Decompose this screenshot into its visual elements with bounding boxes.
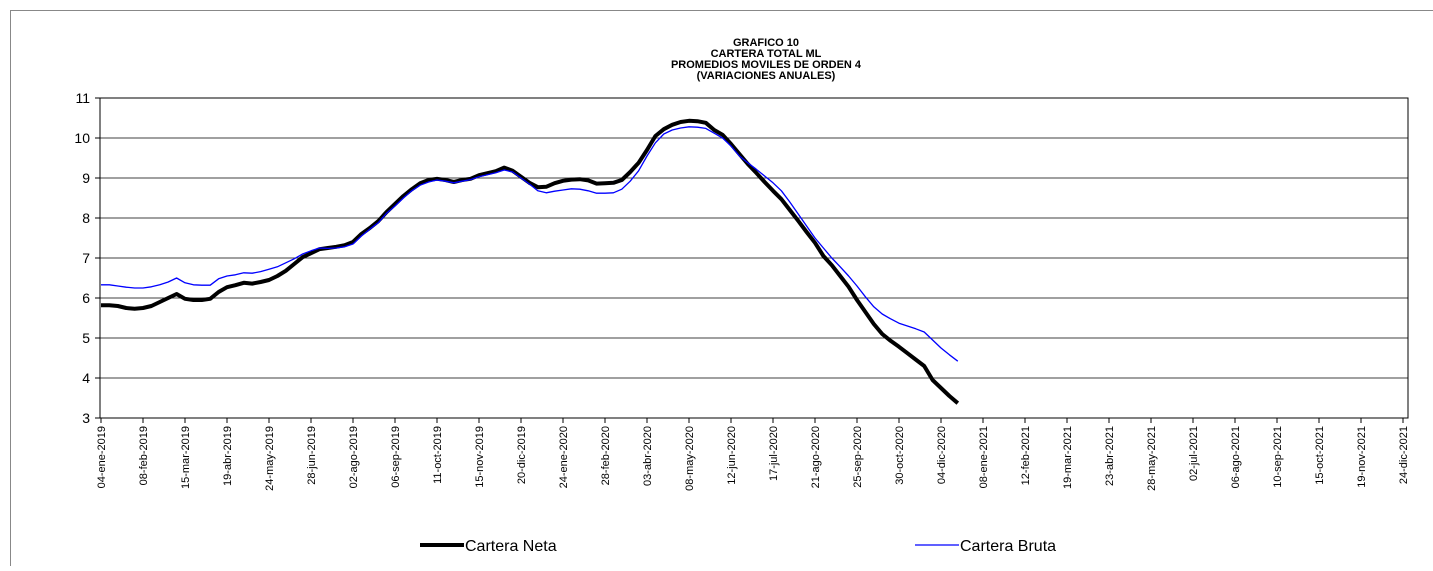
y-tick-label: 4 <box>82 370 90 386</box>
x-tick-label: 11-oct-2019 <box>432 426 444 484</box>
chart-title: (VARIACIONES ANUALES) <box>697 70 836 82</box>
x-tick-label: 21-ago-2020 <box>810 426 822 488</box>
x-tick-label: 24-dic-2021 <box>1398 426 1410 484</box>
x-tick-label: 02-jul-2021 <box>1188 426 1200 481</box>
y-tick-label: 7 <box>82 250 90 266</box>
x-tick-label: 15-nov-2019 <box>474 426 486 488</box>
x-tick-label: 20-dic-2019 <box>516 426 528 484</box>
x-tick-label: 08-feb-2019 <box>138 426 150 485</box>
x-tick-label: 04-dic-2020 <box>936 426 948 484</box>
x-tick-label: 04-ene-2019 <box>96 426 108 488</box>
y-tick-label: 5 <box>82 330 90 346</box>
x-tick-label: 28-jun-2019 <box>306 426 318 485</box>
x-tick-label: 28-may-2021 <box>1146 426 1158 491</box>
x-tick-label: 06-ago-2021 <box>1230 426 1242 488</box>
x-tick-label: 10-sep-2021 <box>1272 426 1284 488</box>
x-tick-label: 28-feb-2020 <box>600 426 612 485</box>
x-tick-label: 03-abr-2020 <box>642 426 654 486</box>
x-tick-label: 15-oct-2021 <box>1314 426 1326 485</box>
legend-label: Cartera Neta <box>465 538 557 555</box>
x-tick-label: 19-abr-2019 <box>222 426 234 486</box>
legend-label: Cartera Bruta <box>960 538 1056 555</box>
y-tick-label: 9 <box>82 170 90 186</box>
y-tick-label: 11 <box>75 90 90 106</box>
y-tick-label: 8 <box>82 210 90 226</box>
x-tick-label: 25-sep-2020 <box>852 426 864 488</box>
x-tick-label: 19-mar-2021 <box>1062 426 1074 489</box>
x-tick-label: 24-may-2019 <box>264 426 276 491</box>
x-tick-label: 08-may-2020 <box>684 426 696 491</box>
x-tick-label: 30-oct-2020 <box>894 426 906 485</box>
x-tick-label: 15-mar-2019 <box>180 426 192 489</box>
x-tick-label: 24-ene-2020 <box>558 426 570 488</box>
y-tick-label: 6 <box>82 290 90 306</box>
x-tick-label: 23-abr-2021 <box>1104 426 1116 486</box>
y-tick-label: 10 <box>74 130 90 146</box>
y-tick-label: 3 <box>82 410 90 426</box>
x-tick-label: 02-ago-2019 <box>348 426 360 488</box>
x-tick-label: 06-sep-2019 <box>390 426 402 488</box>
x-tick-label: 19-nov-2021 <box>1356 426 1368 488</box>
x-tick-label: 12-feb-2021 <box>1020 426 1032 485</box>
x-tick-label: 17-jul-2020 <box>768 426 780 481</box>
x-tick-label: 12-jun-2020 <box>726 426 738 485</box>
x-tick-label: 08-ene-2021 <box>978 426 990 488</box>
